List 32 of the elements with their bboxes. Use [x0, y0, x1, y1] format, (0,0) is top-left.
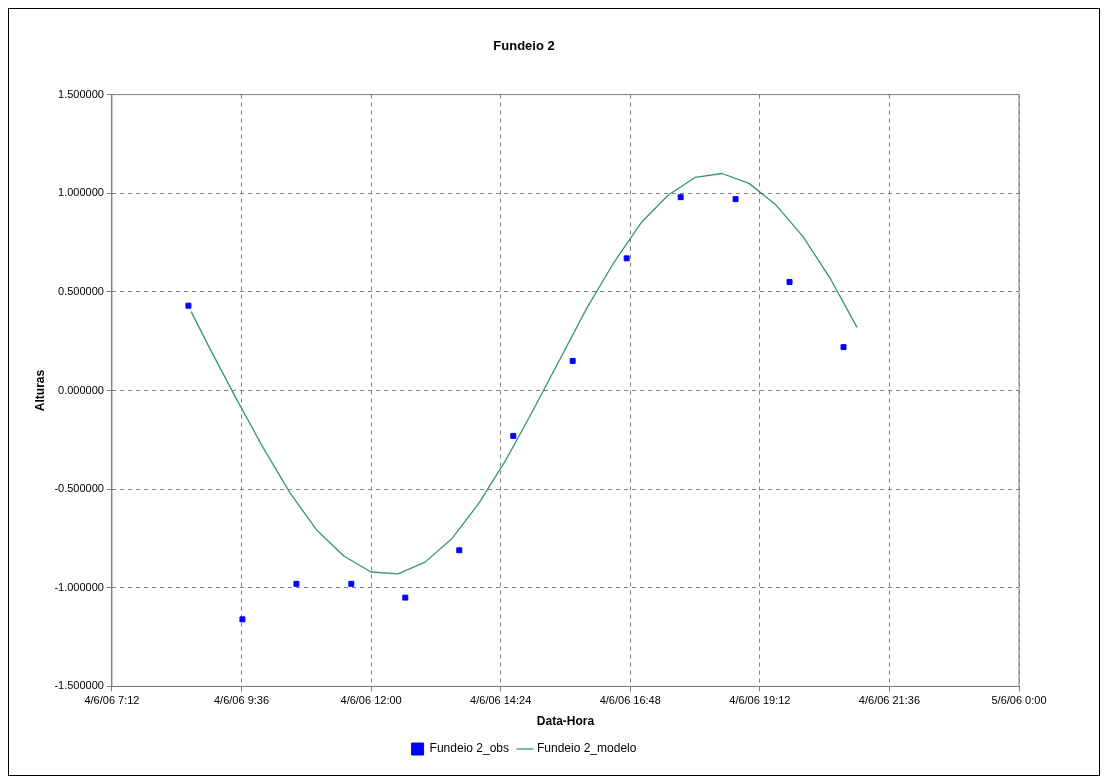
y-tick-label: -0.500000	[54, 482, 104, 495]
legend-label: Fundeio 2_obs	[429, 741, 510, 756]
x-tick-label: 5/6/06 0:00	[991, 694, 1047, 707]
legend-label: Fundeio 2_modelo	[537, 741, 637, 756]
y-tick-label: -1.500000	[54, 679, 104, 692]
point	[185, 302, 192, 309]
chart-title: Fundeio 2	[493, 38, 555, 54]
y-axis-title: Alturas	[32, 369, 47, 412]
point	[677, 194, 684, 201]
point	[348, 580, 355, 587]
point	[293, 580, 300, 587]
x-tick-label: 4/6/06 12:00	[340, 694, 402, 707]
point	[786, 279, 793, 285]
point	[456, 547, 463, 554]
y-tick-label: 1.000000	[58, 186, 104, 199]
x-tick-label: 4/6/06 19:12	[729, 694, 791, 707]
x-axis-title: Data-Hora	[536, 714, 595, 729]
x-tick-label: 4/6/06 14:24	[470, 694, 532, 707]
point	[732, 196, 739, 203]
point	[569, 357, 576, 364]
y-tick-label: 0.000000	[58, 383, 104, 396]
y-tick-label: -1.000000	[54, 580, 104, 593]
point	[402, 594, 409, 601]
point	[623, 255, 630, 262]
x-tick-label: 4/6/06 16:48	[599, 694, 661, 707]
x-tick-label: 4/6/06 9:36	[213, 694, 270, 707]
y-tick-label: 0.500000	[58, 284, 104, 297]
point	[840, 344, 847, 351]
point	[239, 616, 246, 623]
x-tick-label: 4/6/06 21:36	[858, 694, 921, 707]
x-tick-label: 4/6/06 7:12	[84, 694, 140, 707]
y-tick-label: 1.500000	[58, 87, 104, 100]
